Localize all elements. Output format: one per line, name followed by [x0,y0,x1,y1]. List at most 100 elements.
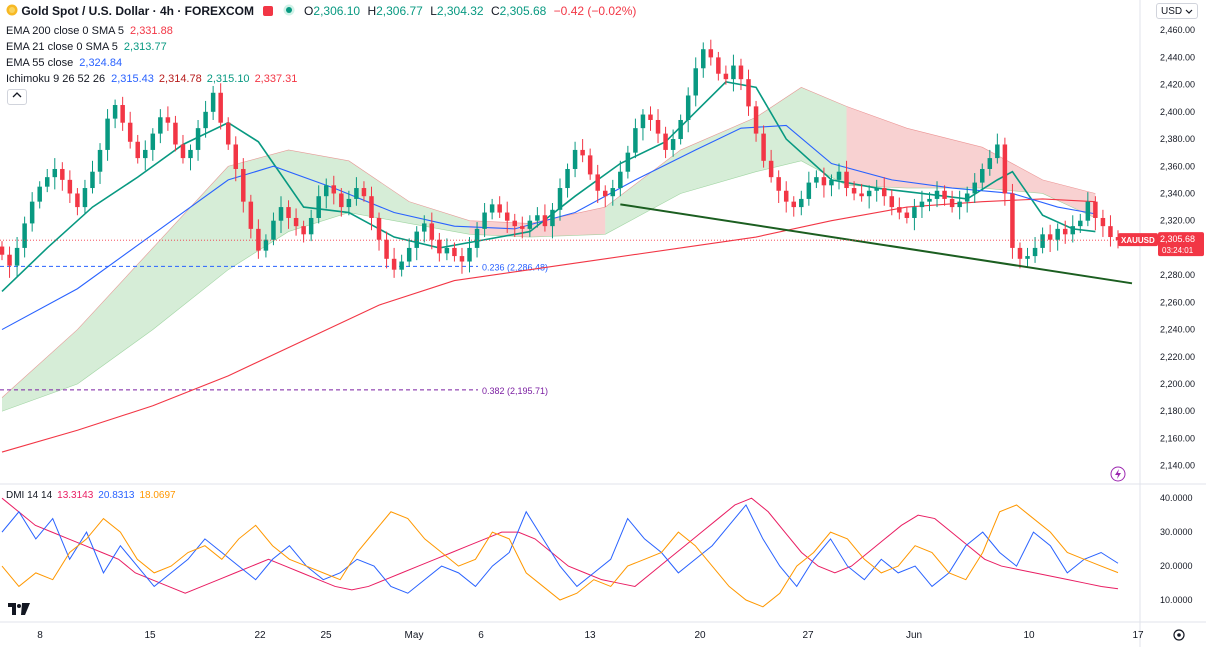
open-label: O [304,4,314,18]
candle-body [663,133,668,150]
candle-body [648,114,653,120]
indicator-ema21[interactable]: EMA 21 close 0 SMA 5 2,313.77 [6,40,167,54]
candle-body [180,144,186,159]
indicator-ema200[interactable]: EMA 200 close 0 SMA 5 2,331.88 [6,24,173,38]
candle-body [293,217,299,227]
time-axis-tick: 27 [802,630,814,641]
close-label: C [490,4,500,18]
candle-body [444,247,450,254]
candle-body [301,226,306,235]
price-axis-tick: 2,260.00 [1160,297,1195,307]
ichimoku-cloud-2 [605,87,847,235]
candle-body [633,128,638,153]
candle-body [482,212,487,229]
indicator-label: Ichimoku 9 26 52 26 [6,73,106,85]
candle-body [618,171,623,189]
candle-body [678,119,683,140]
candle-body [14,247,20,266]
time-axis-tick: 8 [37,630,43,641]
fib-level-label: 0.382 (2,195.71) [482,386,548,396]
dmi-minus-di-value: 18.0697 [139,490,176,501]
candle-body [768,160,774,178]
time-axis-tick: Jun [906,630,922,641]
candle-body [489,204,495,213]
flag-icon[interactable] [263,5,274,19]
dmi-legend[interactable]: DMI 14 14 13.3143 20.8313 18.0697 [6,490,176,501]
candle-body [685,95,691,120]
candle-body [738,65,744,80]
indicator-ichimoku[interactable]: Ichimoku 9 26 52 26 2,315.43 2,314.78 2,315… [6,72,302,86]
low-label: L [430,4,437,18]
price-axis-tick: 2,220.00 [1160,352,1195,362]
candle-body [723,73,729,80]
ichimoku-span-a [1,86,1096,398]
gold-symbol-icon [6,4,18,19]
collapse-legend-button[interactable] [7,89,27,105]
candle-body [188,149,193,159]
candle-body [361,188,367,197]
candle-body [542,215,548,227]
price-axis-tick: 2,360.00 [1160,161,1195,171]
lightning-icon [1110,466,1126,482]
candle-body [165,117,171,123]
candle-body [331,185,337,194]
dmi-series-line-0 [1,497,1119,594]
candle-body [587,155,593,175]
candle-body [286,207,291,218]
candle-body [60,168,65,180]
price-axis-tick: 2,240.00 [1160,325,1195,335]
candle-body [233,144,239,169]
time-axis-tick: 17 [1132,630,1144,641]
candle-body [693,68,698,96]
price-axis-tick: 2,320.00 [1160,216,1195,226]
chevron-up-icon [12,92,22,98]
dmi-plus-di-value: 20.8313 [98,490,135,501]
close-value: 2,305.68 [499,4,547,18]
low-value: 2,304.32 [436,4,484,18]
candle-body [1025,256,1030,259]
price-axis-tick: 2,400.00 [1160,107,1195,117]
dmi-axis-tick: 10.0000 [1160,595,1193,605]
candle-body [595,174,600,191]
candle-body [655,119,661,134]
candle-body [927,198,932,202]
price-axis-tick: 2,280.00 [1160,270,1195,280]
price-tag-value: 2,305.68 [1160,234,1195,244]
candle-body [203,111,208,129]
candle-body [889,196,895,208]
currency-selector[interactable]: USD [1156,3,1198,19]
time-axis-tick: May [405,630,424,641]
candle-body [120,105,125,123]
indicator-ema55[interactable]: EMA 55 close 2,324.84 [6,56,122,70]
candle-body [376,217,382,240]
candle-body [625,152,631,172]
candle-body [384,239,389,259]
candle-body [105,118,110,150]
indicator-value: 2,315.43 [111,73,154,85]
candle-body [1062,228,1068,235]
candle-body [429,223,435,240]
symbol-title[interactable]: Gold Spot / U.S. Dollar · 4h · FOREXCOM [21,4,255,18]
candle-body [708,49,714,58]
candle-body [746,79,751,107]
time-axis-tick: 10 [1023,630,1035,641]
candle-body [791,201,797,208]
candle-body [919,201,925,208]
candle-body [29,201,35,224]
currency-label: USD [1161,6,1183,17]
market-status-icon[interactable] [283,4,295,19]
dmi-axis-tick: 40.0000 [1160,493,1193,503]
candle-body [7,254,12,266]
candle-body [859,193,864,197]
chevron-down-icon [1185,9,1193,14]
candle-body [949,198,955,208]
lightning-icon-bolt [1115,469,1121,479]
price-axis-tick: 2,460.00 [1160,25,1195,35]
candle-body [67,179,73,194]
candle-body [783,190,789,202]
candle-body [22,223,27,248]
candle-body [980,168,985,183]
candle-body [37,186,42,202]
tradingview-logo[interactable] [8,603,30,619]
